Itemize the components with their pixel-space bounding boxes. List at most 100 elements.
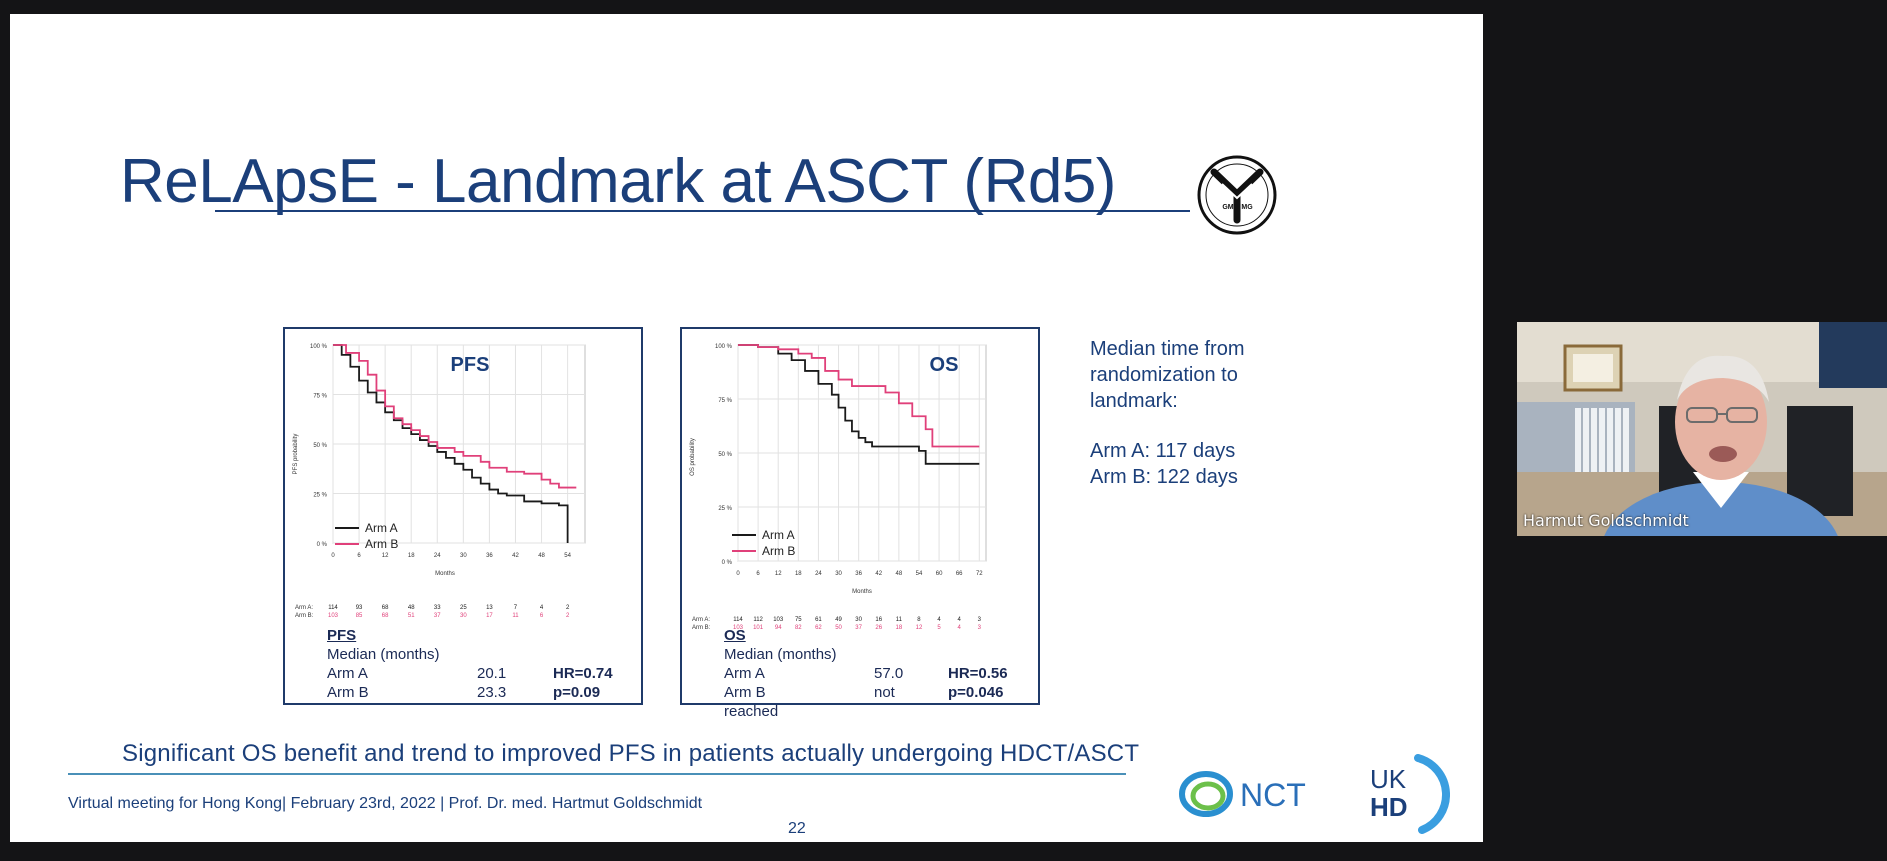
at-risk-value-arm-a: 93 <box>356 605 363 611</box>
x-tick-label: 0 <box>736 571 740 577</box>
at-risk-value-arm-b: 37 <box>434 613 441 619</box>
at-risk-value-arm-a: 16 <box>875 617 882 623</box>
legend-arm-b: Arm B <box>762 544 795 558</box>
ukhd-logo: UK HD <box>1370 754 1450 834</box>
at-risk-value-arm-b: 30 <box>460 613 467 619</box>
at-risk-value-arm-b: 4 <box>958 625 962 631</box>
speaker-video-feed <box>1517 322 1887 536</box>
x-tick-label: 36 <box>486 553 493 559</box>
x-axis-label: Months <box>435 571 455 577</box>
x-axis-label: Months <box>852 589 872 595</box>
os-km-chart: 0 %25 %50 %75 %100 %0 6 12 18 24 30 36 42 48 54 60… <box>690 344 987 631</box>
series-line-arm-a <box>738 344 980 465</box>
at-risk-value-arm-a: 114 <box>328 605 338 611</box>
arm-a-value: 20.1 <box>477 665 507 682</box>
arm-a-label: Arm A <box>724 665 765 682</box>
hazard-ratio: HR=0.74 <box>553 665 613 682</box>
x-tick-label: 6 <box>756 571 760 577</box>
note-line: randomization to <box>1090 364 1238 386</box>
series-line-arm-b <box>738 344 980 448</box>
x-tick-label: 12 <box>382 553 389 559</box>
arm-b-label: Arm B <box>327 684 369 701</box>
series-line-arm-a <box>333 344 569 543</box>
at-risk-value-arm-b: 17 <box>486 613 493 619</box>
os-chart-panel: 0 % 25 % 50 % 75 % 100 % 0 6 12 18 24 30 36 42 48 54 60… <box>680 327 1040 720</box>
presentation-slide: ReLApsE - Landmark at ASCT (Rd5) GM MG 0… <box>10 14 1483 842</box>
arm-b-label: Arm B <box>724 684 766 701</box>
svg-text:MG: MG <box>1241 204 1253 211</box>
at-risk-value-arm-a: 4 <box>958 617 962 623</box>
x-tick-label: 6 <box>357 553 361 559</box>
at-risk-value-arm-a: 48 <box>408 605 415 611</box>
slide-footer: Virtual meeting for Hong Kong| February … <box>68 795 703 812</box>
at-risk-value-arm-b: 50 <box>835 625 842 631</box>
chart-legend: Arm A Arm B <box>732 528 795 558</box>
at-risk-value-arm-b: 26 <box>875 625 882 631</box>
y-axis-label: OS probability <box>690 438 696 476</box>
x-tick-label: 24 <box>815 571 822 577</box>
at-risk-value-arm-a: 11 <box>896 617 903 623</box>
x-tick-label: 54 <box>564 553 571 559</box>
arm-a-label: Arm A <box>327 665 368 682</box>
at-risk-value-arm-b: 85 <box>356 613 363 619</box>
nct-logo-text: NCT <box>1240 777 1306 813</box>
y-tick-label: 0 % <box>722 560 733 566</box>
legend-arm-b: Arm B <box>365 537 398 551</box>
arm-b-value: not <box>874 684 895 701</box>
at-risk-value-arm-a: 7 <box>514 605 518 611</box>
arm-b-value-continued: reached <box>724 703 779 720</box>
pfs-km-chart: 0 %25 %50 %75 %100 %0 6 12 18 24 30 36 42 48 54 P… <box>293 344 586 619</box>
at-risk-label-arm-a: Arm A: <box>692 617 710 623</box>
conclusion-statement: Significant OS benefit and trend to impr… <box>122 740 1140 767</box>
at-risk-value-arm-a: 30 <box>855 617 862 623</box>
at-risk-value-arm-a: 4 <box>540 605 544 611</box>
at-risk-value-arm-a: 2 <box>566 605 570 611</box>
at-risk-value-arm-a: 3 <box>978 617 982 623</box>
at-risk-value-arm-b: 2 <box>566 613 570 619</box>
y-tick-label: 75 % <box>313 394 327 400</box>
speaker-name-label: Harmut Goldschmidt <box>1523 511 1689 530</box>
svg-text:GM: GM <box>1222 204 1233 211</box>
speaker-video-tile[interactable]: Harmut Goldschmidt <box>1517 322 1887 536</box>
at-risk-value-arm-a: 4 <box>937 617 941 623</box>
x-tick-label: 30 <box>460 553 467 559</box>
at-risk-label-arm-a: Arm A: <box>295 605 313 611</box>
at-risk-value-arm-b: 101 <box>753 625 764 631</box>
at-risk-value-arm-b: 5 <box>937 625 941 631</box>
summary-title: OS <box>724 627 746 644</box>
at-risk-value-arm-a: 75 <box>795 617 802 623</box>
x-tick-label: 72 <box>976 571 983 577</box>
arm-a-value: 57.0 <box>874 665 904 682</box>
median-label: Median (months) <box>724 646 837 663</box>
at-risk-value-arm-b: 62 <box>815 625 822 631</box>
chart-legend: Arm A Arm B <box>335 521 398 551</box>
at-risk-value-arm-a: 25 <box>460 605 467 611</box>
note-line: landmark: <box>1090 390 1178 412</box>
pfs-summary: PFS Median (months) Arm A 20.1 HR=0.74 A… <box>327 626 627 702</box>
at-risk-value-arm-b: 103 <box>733 625 744 631</box>
at-risk-value-arm-b: 18 <box>896 625 903 631</box>
chart-title: OS <box>930 354 959 376</box>
x-tick-label: 48 <box>538 553 545 559</box>
page-number: 22 <box>788 820 806 837</box>
at-risk-value-arm-b: 94 <box>775 625 782 631</box>
x-tick-label: 36 <box>855 571 862 577</box>
y-tick-label: 0 % <box>317 542 328 548</box>
slide-title: ReLApsE - Landmark at ASCT (Rd5) <box>120 147 1116 216</box>
at-risk-value-arm-a: 8 <box>917 617 921 623</box>
x-tick-label: 18 <box>795 571 802 577</box>
x-tick-label: 18 <box>408 553 415 559</box>
legend-arm-a: Arm A <box>762 528 795 542</box>
title-underline <box>215 210 1190 212</box>
at-risk-value-arm-b: 37 <box>855 625 862 631</box>
nct-logo: NCT <box>1179 771 1306 817</box>
at-risk-value-arm-b: 11 <box>512 613 519 619</box>
summary-title: PFS <box>327 627 357 644</box>
at-risk-value-arm-b: 68 <box>382 613 389 619</box>
y-tick-label: 100 % <box>715 344 733 350</box>
os-summary: OS Median (months) Arm A 57.0 HR=0.56 Ar… <box>724 626 1024 721</box>
note-line: Median time from <box>1090 338 1245 360</box>
x-tick-label: 24 <box>434 553 441 559</box>
at-risk-value-arm-b: 3 <box>978 625 982 631</box>
at-risk-value-arm-a: 114 <box>733 617 743 623</box>
